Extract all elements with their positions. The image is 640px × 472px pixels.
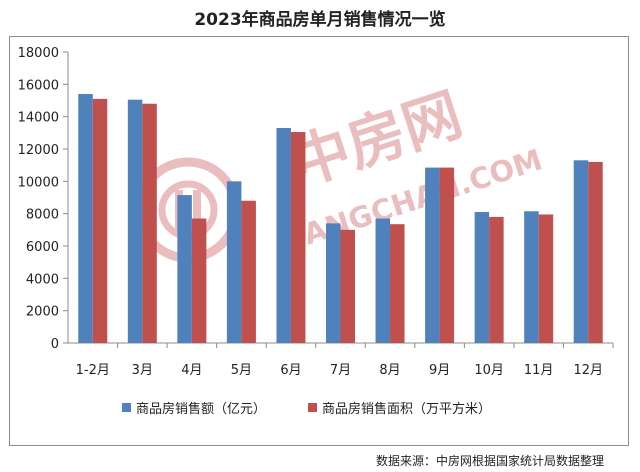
bar-sales-area bbox=[439, 167, 455, 343]
bar-sales-area bbox=[538, 214, 554, 343]
bar-sales-amount bbox=[177, 195, 192, 343]
y-tick-label: 16000 bbox=[18, 78, 59, 93]
y-tick-label: 6000 bbox=[26, 240, 59, 255]
x-tick-label: 9月 bbox=[429, 363, 450, 378]
bar-sales-amount bbox=[425, 167, 440, 343]
bars bbox=[78, 94, 603, 344]
x-tick-label: 3月 bbox=[132, 363, 153, 378]
legend-label: 商品房销售面积（万平方米） bbox=[322, 401, 491, 417]
bar-sales-amount bbox=[276, 127, 291, 343]
x-tick-label: 5月 bbox=[231, 363, 252, 378]
bar-sales-amount bbox=[375, 218, 391, 343]
y-tick-label: 8000 bbox=[26, 208, 59, 223]
bar-sales-amount bbox=[474, 212, 490, 343]
x-tick-label: 7月 bbox=[330, 363, 351, 378]
bar-sales-area bbox=[241, 200, 256, 343]
x-tick-label: 4月 bbox=[181, 363, 202, 378]
y-tick-label: 10000 bbox=[18, 175, 59, 190]
x-tick-label: 11月 bbox=[524, 363, 554, 378]
data-source-note: 数据来源：中房网根据国家统计局数据整理 bbox=[375, 454, 604, 468]
bar-sales-area bbox=[290, 132, 306, 343]
legend-swatch bbox=[122, 403, 131, 412]
bar-sales-area bbox=[191, 218, 207, 343]
legend-swatch bbox=[308, 403, 317, 412]
y-tick-label: 2000 bbox=[26, 305, 59, 320]
chart-title: 2023年商品房单月销售情况一览 bbox=[194, 10, 446, 30]
legend-label: 商品房销售额（亿元） bbox=[136, 401, 266, 417]
bar-sales-amount bbox=[78, 94, 93, 344]
bar-sales-amount bbox=[127, 99, 143, 343]
bar-sales-area bbox=[142, 103, 157, 343]
y-tick-label: 0 bbox=[51, 337, 59, 352]
bar-sales-amount bbox=[524, 211, 539, 343]
y-tick-labels: 0 2000 4000 6000 8000 10000 12000 14000 16000 180… bbox=[18, 46, 59, 352]
x-tick-label: 10月 bbox=[474, 363, 504, 378]
legend: 商品房销售额（亿元） 商品房销售面积（万平方米） bbox=[122, 401, 491, 417]
bar-sales-area bbox=[588, 161, 603, 343]
x-tick-label: 8月 bbox=[379, 363, 400, 378]
y-tick-label: 18000 bbox=[18, 46, 59, 61]
x-tick-label: 1-2月 bbox=[76, 363, 110, 378]
x-tick-label: 12月 bbox=[573, 363, 603, 378]
y-tick-label: 12000 bbox=[18, 143, 59, 158]
bar-sales-area bbox=[340, 229, 355, 343]
bar-sales-area bbox=[489, 216, 504, 343]
y-tick-label: 14000 bbox=[18, 111, 59, 126]
bar-sales-area bbox=[92, 98, 108, 343]
bar-sales-amount bbox=[573, 160, 589, 343]
bar-sales-area bbox=[390, 224, 405, 343]
x-tick-label: 6月 bbox=[280, 363, 301, 378]
bar-sales-amount bbox=[326, 223, 341, 343]
x-tick-labels: 1-2月 3月 4月 5月 6月 7月 8月 9月 10月 11月 12月 bbox=[76, 363, 603, 378]
bar-sales-amount bbox=[226, 181, 242, 343]
y-tick-label: 4000 bbox=[26, 272, 59, 287]
